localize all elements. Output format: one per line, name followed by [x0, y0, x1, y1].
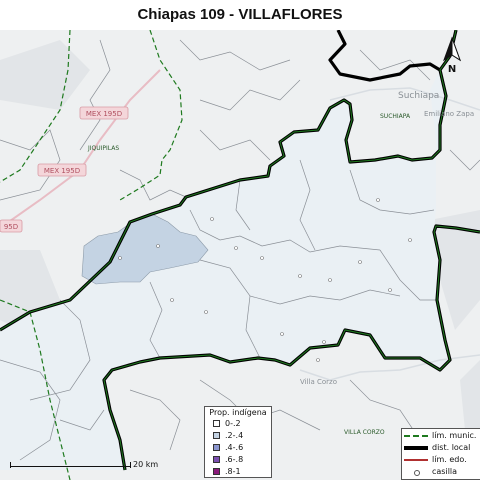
north-arrow-icon: N — [443, 36, 461, 75]
road-shield-1: MEX 195D — [79, 106, 129, 120]
scale-tick-end — [130, 462, 131, 468]
district-border-north — [328, 30, 441, 82]
casilla-point — [408, 238, 412, 242]
legend-line-row: lím. edo. — [402, 454, 480, 465]
locality-borders — [0, 39, 480, 461]
legend-line-label: dist. local — [432, 443, 471, 452]
casilla-point — [316, 358, 320, 362]
legend-line-row: dist. local — [402, 442, 480, 453]
casilla-point — [260, 256, 264, 260]
casilla-point — [328, 278, 332, 282]
map-title: Chiapas 109 - VILLAFLORES — [137, 6, 343, 23]
casilla-point — [210, 217, 214, 221]
state-line-icon — [404, 456, 428, 464]
legend-prop-label: .6-.8 — [225, 454, 244, 464]
legend-prop-label: .8-1 — [225, 466, 241, 476]
legend-line-row: lím. munic. — [402, 430, 480, 441]
casilla-point — [280, 332, 284, 336]
map-canvas: MEX 195D MEX 195D 95D JIQUIPILAS SUCHIAP… — [0, 30, 480, 480]
road-label-mex195-1: MEX 195D — [86, 110, 122, 118]
road-label-mex195-2: MEX 195D — [44, 167, 80, 175]
legend-prop-row: .4-.6 — [205, 441, 271, 453]
casilla-point — [376, 198, 380, 202]
legend-line-label: lím. munic. — [432, 431, 477, 440]
legend-line-label: casilla — [432, 467, 458, 476]
casilla-point — [322, 340, 326, 344]
legend-lines: lím. munic. dist. local lím. edo. casill… — [401, 428, 480, 480]
district-border-south-green — [103, 225, 480, 471]
legend-line-row: casilla — [402, 466, 480, 477]
legend-swatch-2 — [213, 443, 220, 451]
casilla-point — [358, 260, 362, 264]
legend-prop-row: .8-1 — [205, 465, 271, 477]
map-area[interactable]: MEX 195D MEX 195D 95D JIQUIPILAS SUCHIAP… — [0, 30, 480, 480]
legend-prop-label: 0-.2 — [225, 418, 241, 428]
place-emiliano-zapata: Emiliano Zapa — [424, 110, 474, 118]
scale-tick-start — [10, 462, 11, 468]
legend-indigenous-proportion: Prop. indígena 0-.2 .2-.4 .4-.6 .6-.8 .8… — [204, 406, 272, 478]
place-suchiapa: Suchiapa — [398, 91, 439, 101]
legend-prop-title: Prop. indígena — [209, 408, 267, 417]
casilla-point — [156, 244, 160, 248]
place-villa-corzo-municipio: VILLA CORZO — [344, 429, 385, 436]
road-shield-3: 95D — [0, 219, 23, 233]
legend-swatch-1 — [213, 431, 220, 439]
district-border-green — [0, 30, 457, 331]
legend-swatch-0 — [213, 419, 220, 427]
road-shield-2: MEX 195D — [37, 163, 87, 177]
place-suchiapa-municipio: SUCHIAPA — [380, 113, 411, 120]
scale-bar: 20 km — [10, 460, 170, 474]
road-label-mex195-3: 95D — [4, 223, 18, 231]
legend-prop-label: .4-.6 — [225, 442, 244, 452]
legend-prop-row: .6-.8 — [205, 453, 271, 465]
municipal-line-icon — [404, 432, 428, 440]
casilla-point — [388, 288, 392, 292]
north-label: N — [448, 64, 456, 75]
place-villa-corzo: Villa Corzo — [300, 378, 337, 386]
legend-prop-label: .2-.4 — [225, 430, 244, 440]
legend-swatch-4 — [213, 467, 220, 475]
casilla-point — [170, 298, 174, 302]
casilla-point — [118, 256, 122, 260]
casillas — [118, 198, 412, 362]
casilla-point — [234, 246, 238, 250]
legend-line-label: lím. edo. — [432, 455, 467, 464]
district-line-icon — [404, 444, 428, 452]
legend-swatch-3 — [213, 455, 220, 463]
legend-prop-row: 0-.2 — [205, 417, 271, 429]
legend-prop-row: .2-.4 — [205, 429, 271, 441]
casilla-icon — [404, 468, 428, 476]
roads — [0, 69, 480, 381]
scale-label: 20 km — [133, 460, 159, 469]
scale-line — [10, 466, 130, 467]
casilla-point — [204, 310, 208, 314]
casilla-point — [298, 274, 302, 278]
district-area — [0, 70, 450, 470]
place-jiquipilas: JIQUIPILAS — [87, 145, 119, 152]
terrain-patches — [0, 40, 480, 440]
